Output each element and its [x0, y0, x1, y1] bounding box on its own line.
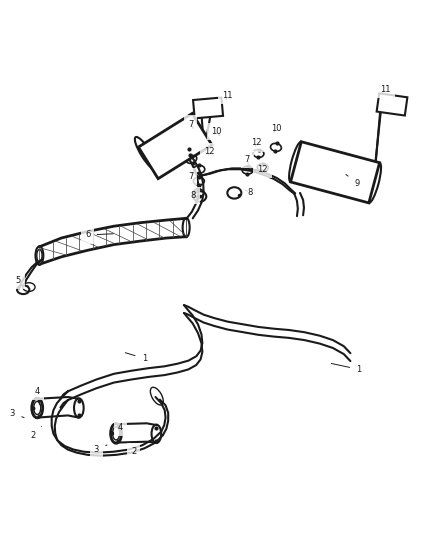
Text: 12: 12: [258, 165, 268, 174]
Text: 4: 4: [35, 387, 40, 405]
Text: 10: 10: [271, 124, 281, 133]
Text: 3: 3: [10, 409, 24, 418]
Text: 6: 6: [85, 230, 113, 239]
Text: 8: 8: [190, 191, 197, 200]
Text: 9: 9: [346, 174, 360, 188]
Text: 7: 7: [245, 155, 250, 164]
Text: 11: 11: [223, 91, 233, 100]
Text: 2: 2: [30, 426, 42, 440]
Text: 2: 2: [127, 442, 136, 456]
Text: 4: 4: [118, 423, 123, 438]
Polygon shape: [193, 98, 223, 118]
Text: 7: 7: [188, 172, 193, 181]
Text: 11: 11: [380, 85, 391, 94]
Polygon shape: [290, 142, 380, 203]
Text: 12: 12: [204, 147, 215, 156]
Text: 7: 7: [188, 119, 193, 128]
Text: 1: 1: [331, 364, 362, 374]
Text: 5: 5: [16, 276, 28, 286]
Text: 12: 12: [251, 139, 261, 148]
Text: 8: 8: [245, 189, 252, 197]
Text: 3: 3: [94, 445, 107, 454]
Polygon shape: [138, 114, 212, 179]
Text: 10: 10: [212, 127, 222, 136]
Text: 1: 1: [125, 353, 147, 363]
Polygon shape: [377, 93, 407, 116]
